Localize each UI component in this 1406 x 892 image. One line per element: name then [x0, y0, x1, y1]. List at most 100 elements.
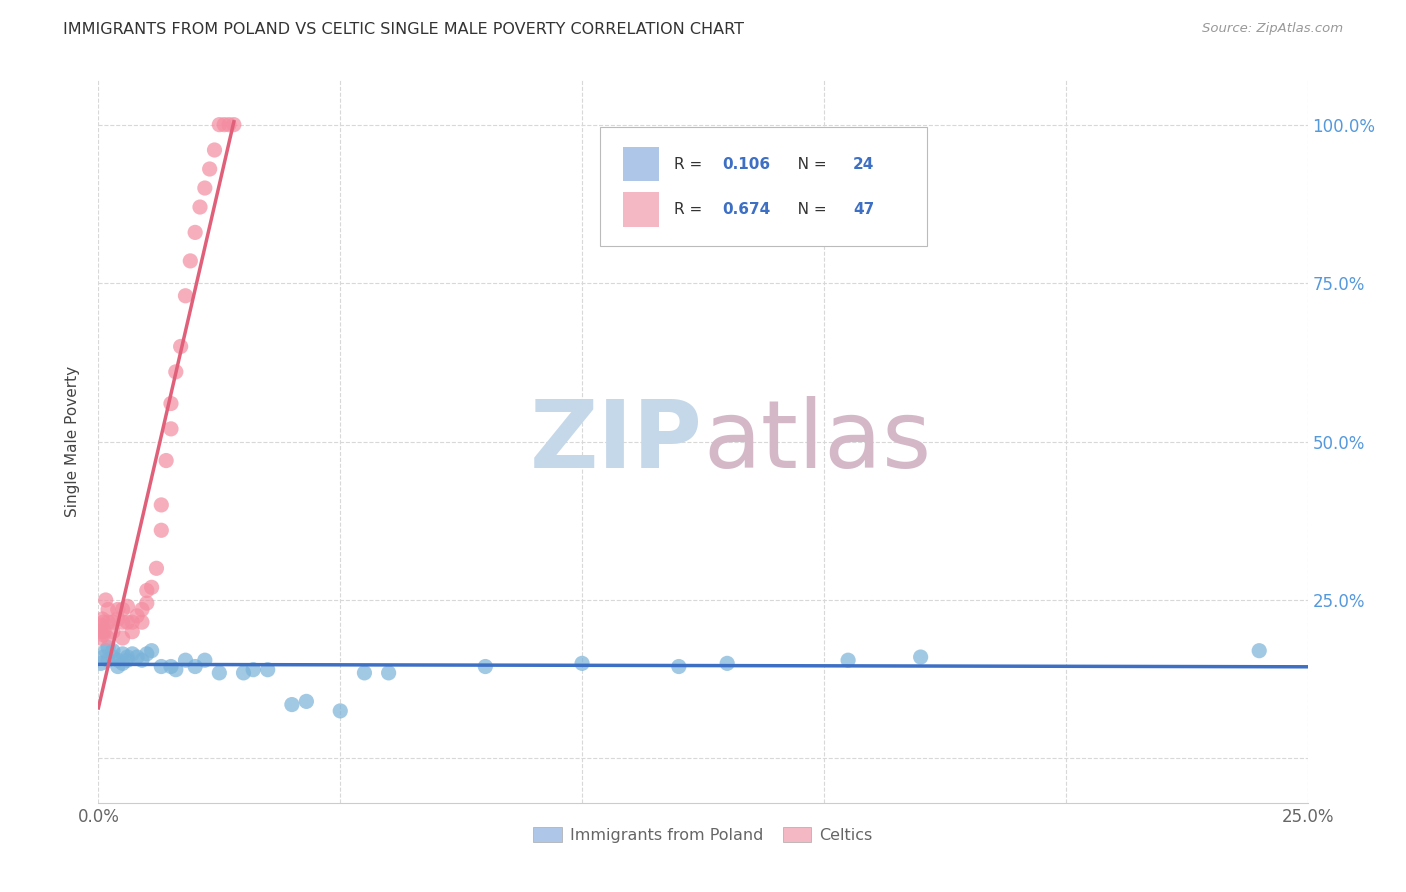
Y-axis label: Single Male Poverty: Single Male Poverty	[65, 366, 80, 517]
Text: IMMIGRANTS FROM POLAND VS CELTIC SINGLE MALE POVERTY CORRELATION CHART: IMMIGRANTS FROM POLAND VS CELTIC SINGLE …	[63, 22, 744, 37]
Point	[188, 200, 211, 214]
Point	[97, 615, 120, 630]
Point	[135, 583, 157, 598]
Point	[91, 615, 114, 630]
Point	[837, 653, 859, 667]
Point	[160, 659, 183, 673]
Point	[91, 628, 114, 642]
Point	[131, 615, 153, 630]
Point	[117, 615, 139, 630]
Point	[121, 647, 143, 661]
Point	[135, 647, 157, 661]
Point	[179, 254, 201, 268]
Point	[127, 650, 149, 665]
Point	[107, 602, 129, 616]
Point	[94, 593, 117, 607]
Text: R =: R =	[673, 157, 707, 171]
Point	[101, 615, 124, 630]
Point	[111, 647, 134, 661]
FancyBboxPatch shape	[600, 128, 927, 246]
Point	[97, 653, 120, 667]
Point	[329, 704, 352, 718]
FancyBboxPatch shape	[623, 147, 659, 181]
Point	[198, 161, 221, 176]
Point	[160, 422, 183, 436]
Point	[117, 599, 139, 614]
Point	[121, 615, 143, 630]
Point	[232, 665, 254, 680]
Point	[111, 657, 134, 671]
Legend: Immigrants from Poland, Celtics: Immigrants from Poland, Celtics	[527, 820, 879, 849]
Point	[281, 698, 304, 712]
Point	[90, 657, 112, 671]
Point	[90, 624, 112, 639]
Point	[150, 659, 173, 673]
Point	[90, 618, 112, 632]
Point	[117, 653, 139, 667]
Point	[242, 663, 264, 677]
Point	[121, 624, 143, 639]
Point	[111, 602, 134, 616]
Point	[101, 650, 124, 665]
Point	[169, 339, 191, 353]
Point	[222, 118, 245, 132]
Point	[165, 365, 187, 379]
Point	[131, 653, 153, 667]
Point	[150, 498, 173, 512]
Point	[165, 663, 187, 677]
Point	[135, 596, 157, 610]
Point	[295, 694, 318, 708]
Point	[212, 118, 235, 132]
Point	[91, 650, 114, 665]
Point	[97, 602, 120, 616]
Point	[256, 663, 278, 677]
Text: 24: 24	[853, 157, 875, 171]
Point	[141, 580, 163, 594]
Point	[571, 657, 593, 671]
Text: Source: ZipAtlas.com: Source: ZipAtlas.com	[1202, 22, 1343, 36]
Point	[94, 643, 117, 657]
Point	[160, 396, 183, 410]
Point	[474, 659, 496, 673]
Point	[107, 612, 129, 626]
Point	[184, 659, 207, 673]
Point	[716, 657, 738, 671]
Point	[204, 143, 226, 157]
Point	[208, 118, 231, 132]
Point	[107, 659, 129, 673]
Point	[91, 612, 114, 626]
Point	[377, 665, 399, 680]
Point	[218, 118, 240, 132]
Point	[174, 289, 197, 303]
Point	[194, 653, 217, 667]
Point	[1249, 643, 1271, 657]
Point	[141, 643, 163, 657]
Text: N =: N =	[783, 202, 831, 217]
Text: ZIP: ZIP	[530, 395, 703, 488]
Point	[101, 643, 124, 657]
Point	[107, 653, 129, 667]
Point	[131, 602, 153, 616]
Point	[101, 624, 124, 639]
Point	[93, 624, 115, 639]
Point	[150, 523, 173, 537]
Text: N =: N =	[783, 157, 831, 171]
Point	[127, 608, 149, 623]
Text: 0.106: 0.106	[723, 157, 770, 171]
Point	[89, 631, 111, 645]
Point	[155, 453, 177, 467]
Text: atlas: atlas	[703, 395, 931, 488]
Point	[353, 665, 375, 680]
Point	[194, 181, 217, 195]
Point	[910, 650, 932, 665]
Text: 0.674: 0.674	[723, 202, 770, 217]
Point	[184, 226, 207, 240]
Point	[111, 631, 134, 645]
Text: 47: 47	[853, 202, 875, 217]
Point	[145, 561, 167, 575]
Point	[668, 659, 690, 673]
Point	[97, 631, 120, 645]
Point	[174, 653, 197, 667]
FancyBboxPatch shape	[623, 193, 659, 227]
Text: R =: R =	[673, 202, 707, 217]
